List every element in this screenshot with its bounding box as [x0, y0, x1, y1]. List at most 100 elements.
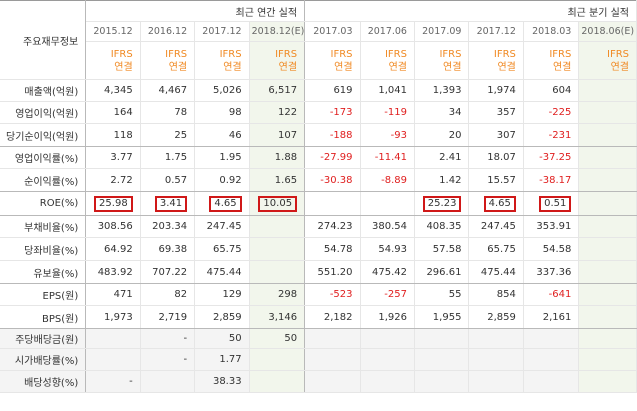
table-cell: 25 [140, 123, 196, 147]
period-header: 2016.12 [140, 21, 196, 42]
table-cell: 619 [304, 79, 361, 102]
table-cell: 1,974 [468, 79, 524, 102]
row-label: 배당성향(%) [0, 370, 87, 393]
table-cell: 298 [249, 283, 306, 306]
table-cell: 1,393 [414, 79, 470, 102]
table-cell: 1.65 [249, 168, 306, 192]
table-cell: 65.75 [468, 237, 524, 261]
table-cell [578, 79, 637, 102]
period-header-estimate: 2018.12(E) [249, 21, 306, 42]
table-cell: 50 [194, 328, 250, 349]
table-cell: -37.25 [523, 146, 580, 169]
table-cell [523, 370, 580, 393]
gaap-label: IFRS 연결 [468, 41, 524, 80]
gaap-label: IFRS 연결 [360, 41, 415, 80]
table-cell: 2,719 [140, 305, 196, 329]
table-cell: - [140, 328, 196, 349]
table-cell [578, 237, 637, 261]
table-cell: 475.44 [194, 260, 250, 284]
table-cell: 357 [468, 101, 524, 124]
table-cell: 604 [523, 79, 580, 102]
table-cell: 296.61 [414, 260, 470, 284]
table-cell [414, 348, 470, 371]
table-cell: -30.38 [304, 168, 361, 192]
table-row: 순이익률(%) 2.72 0.57 0.92 1.65 -30.38 -8.89 1.42 15… [0, 168, 637, 192]
table-cell: 2,859 [468, 305, 524, 329]
table-row: 주당배당금(원) -50 50 [0, 328, 637, 349]
table-cell [304, 191, 361, 216]
table-row: 영업이익(억원) 164 78 98 122 -173 -119 34 357 -225 [0, 101, 637, 124]
gaap-label: IFRS 연결 [194, 41, 250, 80]
table-cell: 55 [414, 283, 470, 306]
table-cell: 408.35 [414, 215, 470, 238]
table-cell: 854 [468, 283, 524, 306]
table-cell: 82 [140, 283, 196, 306]
gaap-label: IFRS 연결 [523, 41, 580, 80]
row-label: 부채비율(%) [0, 215, 87, 238]
row-label: 당기순이익(억원) [0, 123, 87, 147]
period-header: 2017.12 [468, 21, 524, 42]
table-cell [249, 215, 306, 238]
table-cell: 274.23 [304, 215, 361, 238]
table-cell: 98 [194, 101, 250, 124]
table-row: 유보율(%) 483.92 707.22 475.44 551.20 475.42 296.… [0, 260, 637, 284]
table-cell [249, 370, 306, 393]
table-cell: 4,467 [140, 79, 196, 102]
table-cell [578, 305, 637, 329]
table-row: 부채비율(%) 308.56 203.34 247.45 274.23 380.54 408… [0, 215, 637, 238]
table-cell [578, 146, 637, 169]
table-cell: 38.33 [194, 370, 250, 393]
table-cell: -119 [360, 101, 415, 124]
table-cell: 129 [194, 283, 250, 306]
table-cell: 34 [414, 101, 470, 124]
table-cell: 57.58 [414, 237, 470, 261]
table-cell [523, 348, 580, 371]
highlight-box: 4.65 [483, 195, 516, 212]
table-cell [249, 260, 306, 284]
table-cell [304, 328, 361, 349]
table-cell [578, 123, 637, 147]
row-label: EPS(원) [0, 283, 87, 306]
table-cell: -11.41 [360, 146, 415, 169]
table-cell [578, 348, 637, 371]
table-cell: 25.98 [85, 191, 141, 216]
gaap-label: IFRS 연결 [140, 41, 196, 80]
period-header: 2017.03 [304, 21, 361, 42]
table-cell: 69.38 [140, 237, 196, 261]
table-cell: -523 [304, 283, 361, 306]
table-cell: 203.34 [140, 215, 196, 238]
highlight-box: 0.51 [539, 195, 572, 212]
table-cell: 337.36 [523, 260, 580, 284]
table-cell: 54.58 [523, 237, 580, 261]
table-cell [468, 328, 524, 349]
table-cell: -641 [523, 283, 580, 306]
table-cell [249, 237, 306, 261]
table-cell: 50 [249, 328, 306, 349]
table-cell: 247.45 [194, 215, 250, 238]
row-label-header: 주요재무정보 [0, 0, 87, 80]
row-label: 영업이익(억원) [0, 101, 87, 124]
table-cell: 122 [249, 101, 306, 124]
table-cell [360, 328, 415, 349]
table-cell: -225 [523, 101, 580, 124]
table-cell: 475.42 [360, 260, 415, 284]
table-cell: -257 [360, 283, 415, 306]
row-label: 유보율(%) [0, 260, 87, 284]
table-row: 매출액(억원) 4,345 4,467 5,026 6,517 619 1,041 1,393… [0, 79, 637, 102]
table-cell [578, 101, 637, 124]
table-cell: 707.22 [140, 260, 196, 284]
table-cell: 46 [194, 123, 250, 147]
table-cell: -173 [304, 101, 361, 124]
table-row: ROE(%) 25.98 3.41 4.65 10.05 25.23 4.65 0.51 [0, 191, 637, 216]
table-cell: -8.89 [360, 168, 415, 192]
table-cell: - [85, 370, 141, 393]
table-cell: 308.56 [85, 215, 141, 238]
table-cell [578, 215, 637, 238]
table-cell [360, 348, 415, 371]
table-cell: 78 [140, 101, 196, 124]
table-cell [360, 370, 415, 393]
table-cell [360, 191, 415, 216]
table-cell: 1,926 [360, 305, 415, 329]
period-header: 2017.12 [194, 21, 250, 42]
table-cell [523, 328, 580, 349]
